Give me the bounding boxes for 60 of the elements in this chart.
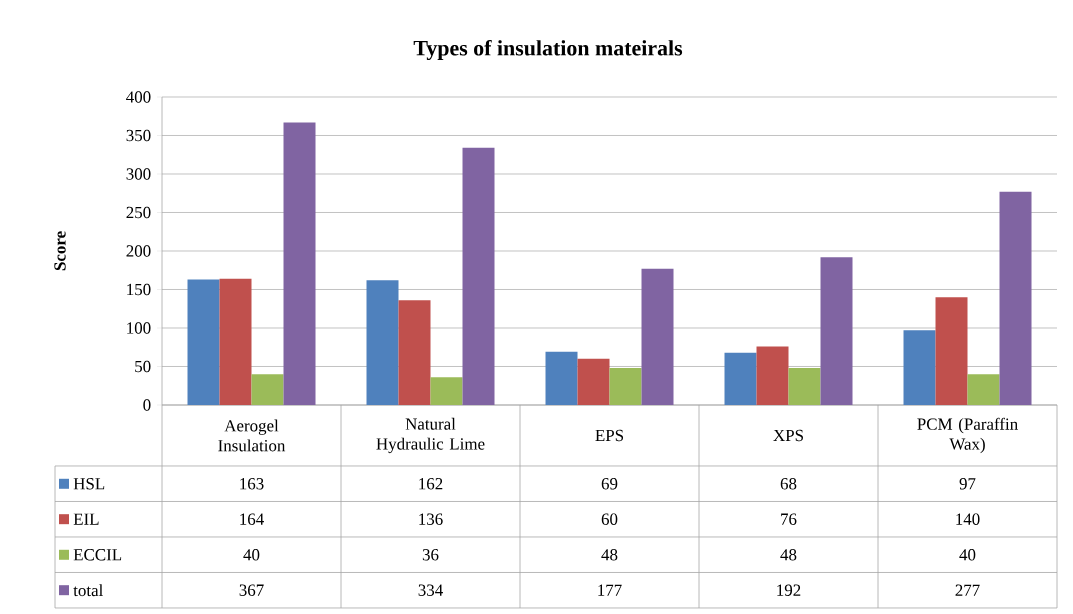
data-label: 177 — [598, 584, 622, 596]
data-label: 40 — [243, 549, 260, 561]
bar — [219, 278, 252, 405]
x-tick-label: Natural Hydraulic Lime — [376, 417, 485, 454]
data-label: 69 — [601, 478, 618, 490]
data-label: 48 — [601, 549, 618, 561]
data-label: 140 — [956, 513, 980, 525]
bar — [967, 374, 1000, 405]
data-label: 163 — [240, 478, 264, 490]
y-tick-label: 200 — [126, 245, 151, 257]
bar — [820, 257, 853, 405]
data-label: 192 — [777, 584, 801, 596]
y-tick-label: 0 — [143, 399, 151, 411]
legend-label: EIL — [73, 513, 99, 525]
y-tick-label: 150 — [127, 283, 151, 296]
x-tick-label: EPS — [595, 429, 624, 442]
bar — [462, 147, 495, 405]
y-tick-label: 300 — [126, 168, 151, 180]
y-tick-label: 250 — [126, 206, 151, 219]
bar — [935, 297, 968, 405]
chart-title: Types of insulation mateirals — [413, 39, 683, 61]
bar — [999, 191, 1032, 405]
data-label: 60 — [601, 513, 618, 525]
legend-label: ECCIL — [73, 549, 122, 561]
data-label: 136 — [419, 513, 443, 525]
bar — [187, 279, 220, 405]
bar — [577, 358, 610, 405]
y-tick-label: 100 — [127, 322, 151, 334]
bar — [756, 346, 789, 405]
legend-label: HSL — [73, 478, 105, 490]
y-tick-label: 400 — [126, 91, 151, 103]
data-label: 36 — [422, 549, 439, 561]
data-label: 367 — [239, 584, 264, 596]
bar — [545, 351, 578, 405]
data-label: 334 — [418, 584, 443, 596]
y-tick-label: 50 — [135, 360, 151, 373]
data-label: 162 — [419, 478, 443, 490]
bar — [641, 268, 674, 405]
data-label: 76 — [781, 513, 797, 525]
data-label: 68 — [780, 478, 797, 490]
bar — [430, 377, 463, 405]
data-label: 40 — [959, 549, 976, 561]
bar — [903, 330, 936, 405]
legend-label: total — [73, 584, 103, 597]
bar — [398, 300, 431, 405]
data-label: 164 — [240, 513, 264, 525]
data-label: 277 — [955, 584, 980, 596]
x-tick-label: Aerogel Insulation — [218, 419, 286, 452]
bar — [251, 374, 284, 405]
bar — [609, 368, 642, 405]
x-tick-label: PCM (Paraffin Wax) — [917, 417, 1018, 454]
y-tick-label: 350 — [126, 129, 151, 142]
x-tick-label: XPS — [773, 429, 803, 442]
y-axis-title: Score — [54, 231, 66, 271]
bar — [724, 352, 757, 405]
data-label: 97 — [959, 478, 976, 490]
bar — [788, 368, 821, 405]
data-label: 48 — [780, 549, 797, 561]
bar — [366, 280, 399, 405]
bar — [283, 122, 316, 405]
